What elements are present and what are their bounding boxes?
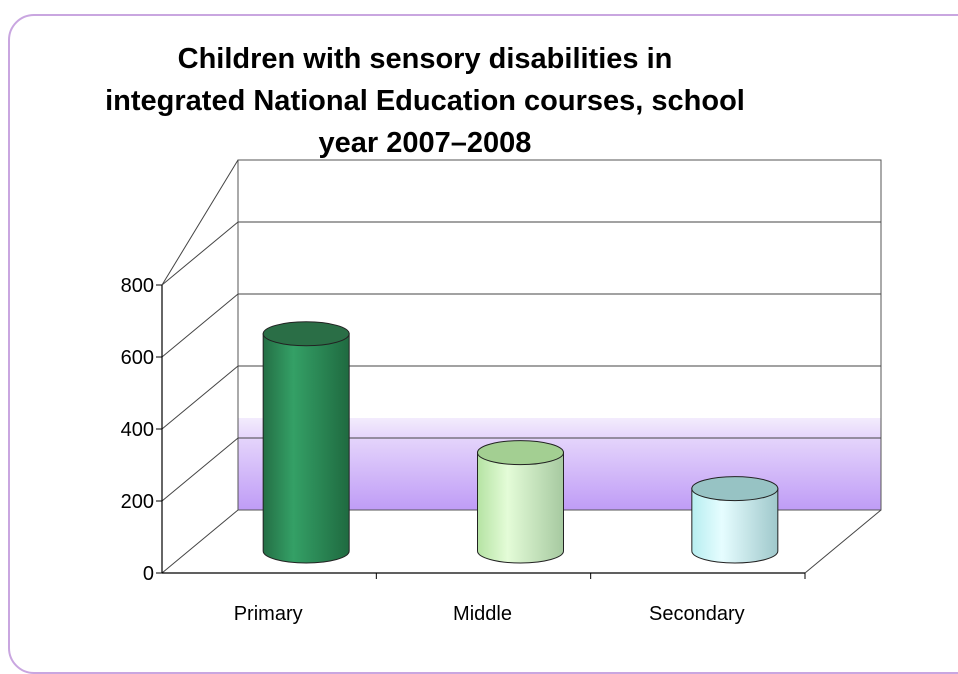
side-diagonal	[161, 509, 239, 574]
side-diagonal	[161, 437, 239, 502]
floor-diagonal	[804, 509, 882, 574]
bar-body	[262, 333, 350, 564]
y-tick-label: 800	[121, 275, 154, 297]
bar-chart: 0 200 400 600 800 Primary Middle Secondary	[121, 159, 882, 625]
axes	[156, 284, 806, 579]
chart-frame	[8, 14, 958, 674]
x-tick-label: Middle	[453, 603, 512, 625]
side-diagonal	[161, 221, 239, 286]
bar-top	[691, 476, 779, 502]
chart-title: Children with sensory disabilities in in…	[105, 43, 745, 159]
x-tick-label: Primary	[234, 603, 303, 625]
side-diagonal	[161, 159, 239, 286]
axis-labels: 0 200 400 600 800 Primary Middle Secondary	[121, 275, 745, 625]
bar-secondary	[691, 476, 779, 564]
bar-primary	[262, 321, 350, 564]
y-tick-label: 0	[143, 563, 154, 585]
y-tick-label: 400	[121, 419, 154, 441]
bar-top	[477, 440, 564, 466]
bar-middle	[477, 440, 564, 564]
gridlines	[161, 159, 882, 574]
bar-body	[477, 452, 564, 564]
bar-body	[691, 488, 779, 564]
y-tick-label: 200	[121, 491, 154, 513]
bar-top	[262, 321, 350, 347]
bars	[262, 321, 779, 564]
x-tick-label: Secondary	[649, 603, 745, 625]
side-diagonal	[161, 365, 239, 430]
side-diagonal	[161, 293, 239, 358]
y-tick-label: 600	[121, 347, 154, 369]
